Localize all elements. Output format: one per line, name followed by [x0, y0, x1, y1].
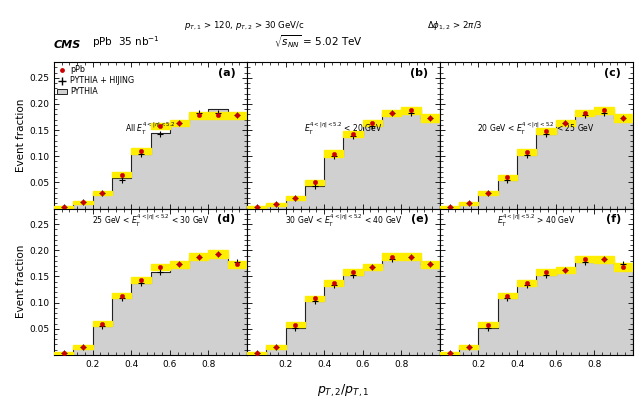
Bar	[73, 346, 93, 348]
Bar	[131, 148, 151, 154]
Bar	[594, 255, 614, 263]
Bar	[228, 261, 247, 268]
Bar	[151, 123, 170, 129]
Bar	[112, 293, 131, 298]
Bar	[459, 346, 478, 348]
Text: (c): (c)	[604, 68, 621, 78]
Text: $E_T^{4<|\eta|<5.2}$ > 40 GeV: $E_T^{4<|\eta|<5.2}$ > 40 GeV	[497, 213, 576, 229]
Text: (e): (e)	[411, 215, 428, 225]
Text: (d): (d)	[218, 215, 235, 225]
Bar	[209, 112, 228, 119]
Bar	[151, 264, 170, 270]
Bar	[536, 269, 556, 275]
Bar	[517, 279, 536, 286]
Text: $p_{T,1}$ > 120, $p_{T,2}$ > 30 GeV/c: $p_{T,1}$ > 120, $p_{T,2}$ > 30 GeV/c	[184, 19, 305, 32]
Bar	[209, 250, 228, 258]
Bar	[382, 253, 401, 260]
Bar	[286, 322, 305, 327]
Bar	[478, 322, 498, 327]
Bar	[594, 107, 614, 114]
Bar	[131, 277, 151, 283]
Bar	[305, 296, 324, 301]
Y-axis label: Event fraction: Event fraction	[17, 245, 26, 318]
Bar	[498, 174, 517, 180]
Bar	[266, 203, 286, 206]
Bar	[401, 107, 420, 114]
Bar	[440, 352, 459, 354]
Bar	[401, 253, 420, 260]
Bar	[556, 267, 575, 273]
Bar	[170, 120, 189, 126]
Bar	[266, 346, 286, 348]
Bar	[614, 263, 633, 271]
Bar	[517, 149, 536, 155]
Bar	[93, 191, 112, 195]
Text: $\Delta\phi_{1,2}$ > $2\pi$/3: $\Delta\phi_{1,2}$ > $2\pi$/3	[427, 19, 483, 32]
Bar	[556, 120, 575, 126]
Text: 30 GeV < $E_T^{4<|\eta|<5.2}$ < 40 GeV: 30 GeV < $E_T^{4<|\eta|<5.2}$ < 40 GeV	[284, 213, 403, 229]
Bar	[93, 322, 112, 326]
Bar	[614, 114, 633, 122]
Bar	[575, 256, 594, 262]
Text: 20 GeV < $E_T^{4<|\eta|<5.2}$ < 25 GeV: 20 GeV < $E_T^{4<|\eta|<5.2}$ < 25 GeV	[478, 121, 595, 137]
Bar	[305, 180, 324, 185]
Text: (b): (b)	[410, 68, 428, 78]
Legend: pPb, PYTHIA + HIJING, PYTHIA: pPb, PYTHIA + HIJING, PYTHIA	[57, 65, 135, 97]
Bar	[247, 352, 266, 354]
Y-axis label: Event fraction: Event fraction	[17, 99, 26, 172]
Text: $E_T^{4<|\eta|<5.2}$ < 20 GeV: $E_T^{4<|\eta|<5.2}$ < 20 GeV	[304, 121, 383, 137]
Bar	[324, 150, 343, 157]
Text: All $E_T^{4<|\eta|<5.2}$: All $E_T^{4<|\eta|<5.2}$	[125, 121, 176, 137]
Text: (a): (a)	[218, 68, 235, 78]
Bar	[363, 120, 382, 126]
Bar	[343, 269, 363, 275]
Bar	[324, 279, 343, 286]
Text: 25 GeV < $E_T^{4<|\eta|<5.2}$ < 30 GeV: 25 GeV < $E_T^{4<|\eta|<5.2}$ < 30 GeV	[92, 213, 209, 229]
Bar	[536, 128, 556, 134]
Bar	[54, 352, 73, 354]
Bar	[420, 261, 440, 268]
Bar	[73, 200, 93, 204]
Bar	[286, 196, 305, 200]
Bar	[189, 112, 209, 119]
Bar	[459, 202, 478, 205]
Bar	[54, 206, 73, 208]
Bar	[440, 206, 459, 208]
Bar	[228, 112, 247, 119]
Bar	[170, 261, 189, 267]
Text: CMS: CMS	[54, 40, 81, 50]
Text: pPb  35 nb$^{-1}$: pPb 35 nb$^{-1}$	[92, 34, 160, 50]
Bar	[343, 131, 363, 137]
Bar	[112, 172, 131, 177]
Bar	[382, 110, 401, 116]
Bar	[478, 191, 498, 195]
Text: (f): (f)	[606, 215, 621, 225]
Bar	[189, 253, 209, 260]
Bar	[575, 110, 594, 116]
Bar	[363, 264, 382, 270]
Bar	[247, 207, 266, 209]
Text: $p_{T,2}/p_{T,1}$: $p_{T,2}/p_{T,1}$	[317, 383, 370, 399]
Bar	[498, 293, 517, 298]
Bar	[420, 114, 440, 122]
Text: $\sqrt{s_{NN}}$ = 5.02 TeV: $\sqrt{s_{NN}}$ = 5.02 TeV	[273, 34, 363, 50]
